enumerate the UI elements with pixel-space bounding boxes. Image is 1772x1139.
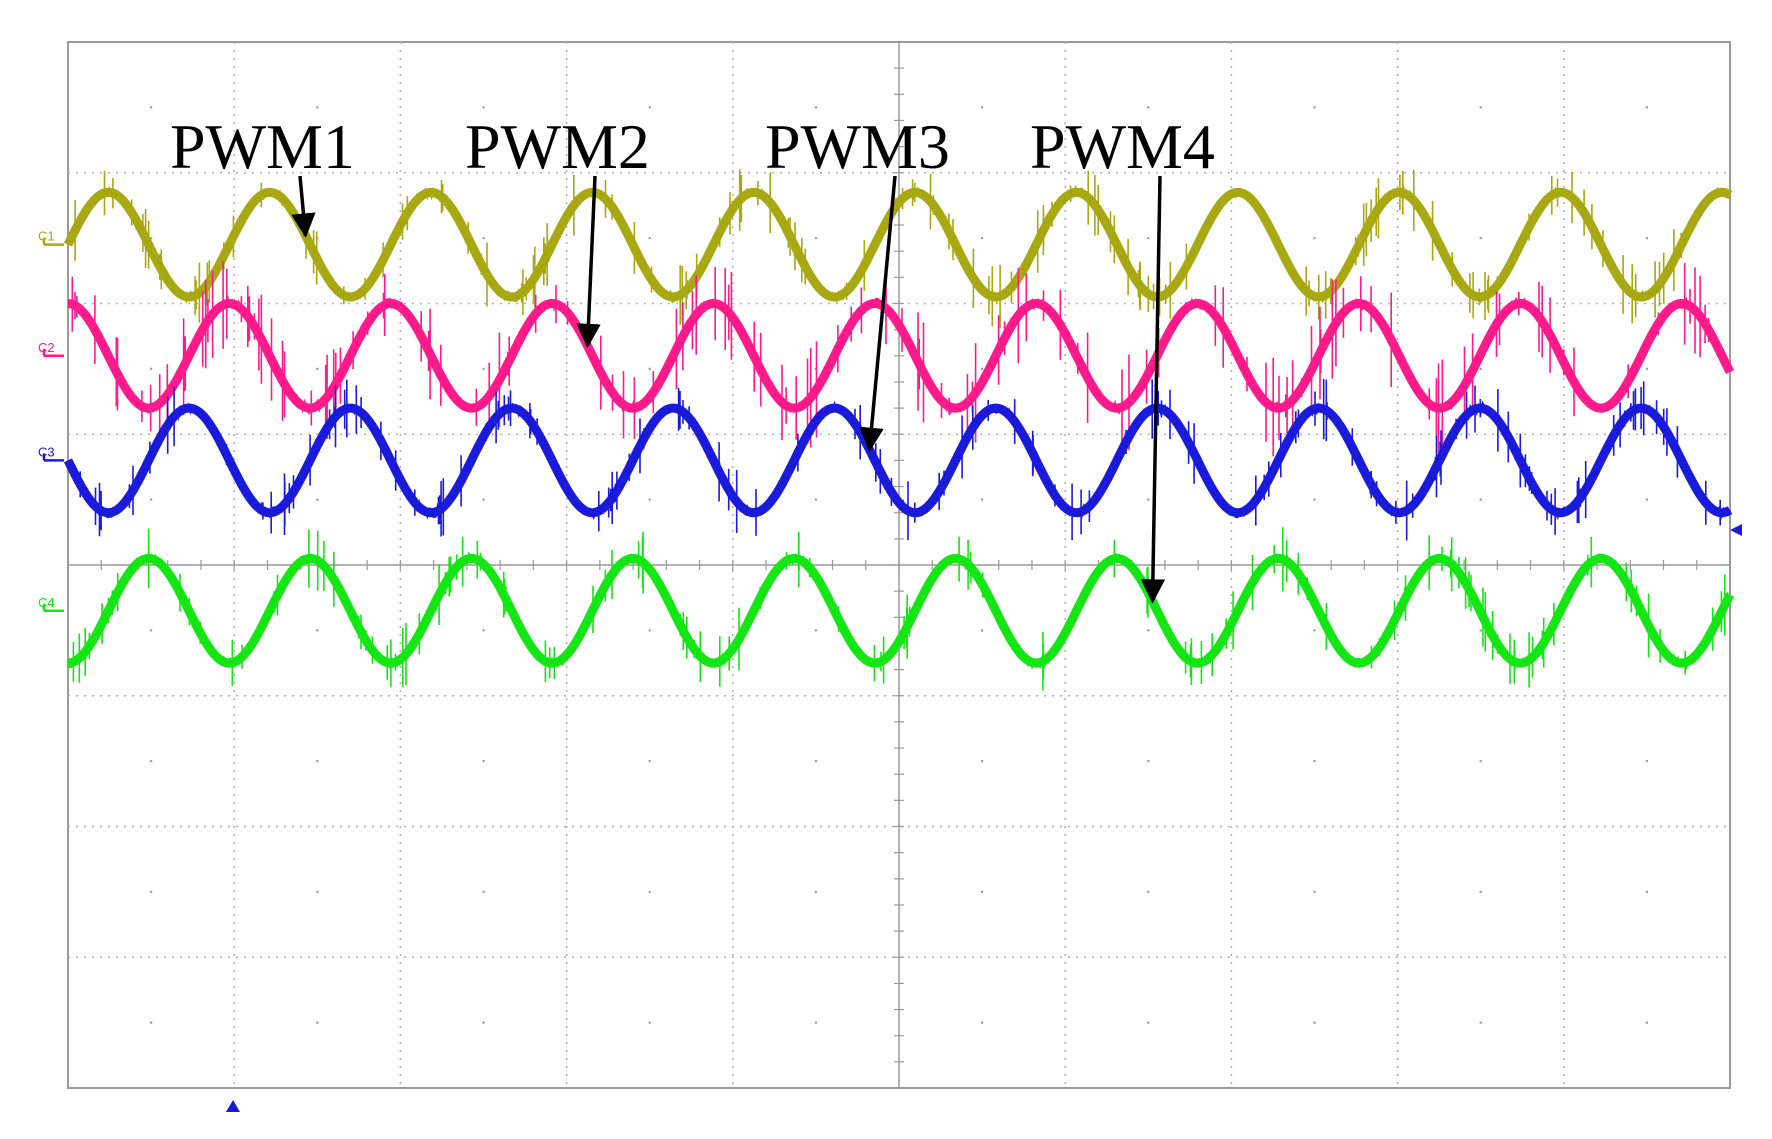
- grid-dot: [814, 890, 818, 894]
- grid-dot: [1147, 629, 1150, 632]
- grid-dot: [149, 759, 153, 763]
- grid-dot: [1147, 890, 1150, 894]
- grid-dot: [1479, 629, 1482, 632]
- grid-dot: [1147, 498, 1150, 501]
- grid-dot: [1645, 236, 1649, 240]
- grid-dot: [980, 1021, 984, 1024]
- grid-dot: [980, 759, 984, 763]
- series-label-pwm2: PWM2: [465, 111, 650, 182]
- grid-dot: [1479, 236, 1482, 240]
- grid-dot: [648, 236, 651, 240]
- series-spikes: [72, 527, 1726, 691]
- grid-dot: [814, 629, 818, 632]
- grid-dot: [814, 759, 818, 763]
- channel-label-c2: C2: [38, 340, 55, 355]
- grid-dot: [1645, 890, 1649, 894]
- grid-dot: [648, 759, 651, 763]
- grid-dot: [648, 106, 651, 109]
- grid-dot: [482, 236, 485, 240]
- grid-dot: [980, 367, 984, 371]
- grid-dot: [1645, 367, 1649, 371]
- grid-dot: [814, 1021, 818, 1024]
- annotations: PWM1 PWM2 PWM3 PWM4: [170, 111, 1215, 604]
- series-spikes: [71, 261, 1710, 457]
- grid-dot: [149, 1021, 153, 1024]
- grid-dot: [149, 890, 153, 894]
- series-label-pwm1: PWM1: [170, 111, 355, 182]
- grid-dot: [1147, 106, 1150, 109]
- grid-dot: [1313, 106, 1316, 109]
- grid-dot: [1645, 106, 1649, 109]
- grid-dot: [980, 498, 984, 501]
- series-spikes: [74, 169, 1682, 328]
- grid-dot: [482, 629, 485, 632]
- grid-dot: [1479, 759, 1482, 763]
- grid-dot: [1645, 759, 1649, 763]
- grid-dot: [1147, 236, 1150, 240]
- grid-dot: [149, 367, 153, 371]
- grid-dot: [1313, 890, 1316, 894]
- channel-label-c4: C4: [38, 595, 55, 610]
- grid-dot: [316, 629, 319, 632]
- trigger-level-marker: [1730, 524, 1742, 536]
- grid-dot: [1147, 759, 1150, 763]
- series-arrow: [859, 175, 897, 453]
- grid-dot: [814, 498, 818, 501]
- grid-dot: [648, 890, 651, 894]
- grid-dot: [1313, 1021, 1316, 1024]
- grid-dot: [149, 498, 153, 501]
- grid-dot: [482, 759, 485, 763]
- grid-dot: [316, 890, 319, 894]
- grid-dot: [1479, 1021, 1482, 1024]
- grid-dot: [482, 890, 485, 894]
- grid-dot: [1479, 890, 1482, 894]
- series-label-pwm3: PWM3: [765, 111, 950, 182]
- series-label-pwm4: PWM4: [1030, 111, 1215, 182]
- grid-dot: [980, 629, 984, 632]
- grid-dot: [648, 629, 651, 632]
- grid-dot: [316, 106, 319, 109]
- grid-dot: [316, 498, 319, 501]
- grid-dot: [316, 759, 319, 763]
- grid-dot: [980, 106, 984, 109]
- series-arrow: [576, 175, 601, 349]
- grid-dot: [1479, 367, 1482, 371]
- grid-dot: [482, 106, 485, 109]
- grid-dot: [1313, 498, 1316, 501]
- grid-dot: [1313, 236, 1316, 240]
- grid-dot: [1313, 759, 1316, 763]
- channel-label-c3: C3: [38, 444, 55, 459]
- grid-dot: [648, 367, 651, 371]
- grid-dot: [1479, 106, 1482, 109]
- grid-dot: [1645, 498, 1649, 501]
- grid-dot: [149, 106, 153, 109]
- grid-dot: [482, 367, 485, 371]
- series-line-c2: [64, 299, 1735, 413]
- grid-dot: [482, 1021, 485, 1024]
- series-noise: [67, 551, 1731, 671]
- grid-dot: [814, 236, 818, 240]
- traces: [63, 169, 1735, 691]
- grid-dot: [316, 1021, 319, 1024]
- grid-dot: [1313, 629, 1316, 632]
- grid-dot: [1479, 498, 1482, 501]
- channel-markers: C1 C2 C3 C4: [38, 229, 64, 613]
- grid-dot: [814, 106, 818, 109]
- series-arrow: [291, 175, 316, 238]
- channel-label-c1: C1: [38, 229, 55, 244]
- trigger-position-marker: [226, 1100, 240, 1112]
- grid-dot: [1645, 1021, 1649, 1024]
- grid-dot: [980, 236, 984, 240]
- grid-dot: [1147, 1021, 1150, 1024]
- grid-dot: [316, 367, 319, 371]
- grid-dot: [648, 498, 651, 501]
- series-spikes: [79, 379, 1721, 541]
- grid-dot: [482, 498, 485, 501]
- series-arrow: [1140, 175, 1166, 604]
- grid-dot: [980, 890, 984, 894]
- grid-dot: [149, 629, 153, 632]
- grid-dot: [648, 1021, 651, 1024]
- series-noise: [67, 295, 1731, 416]
